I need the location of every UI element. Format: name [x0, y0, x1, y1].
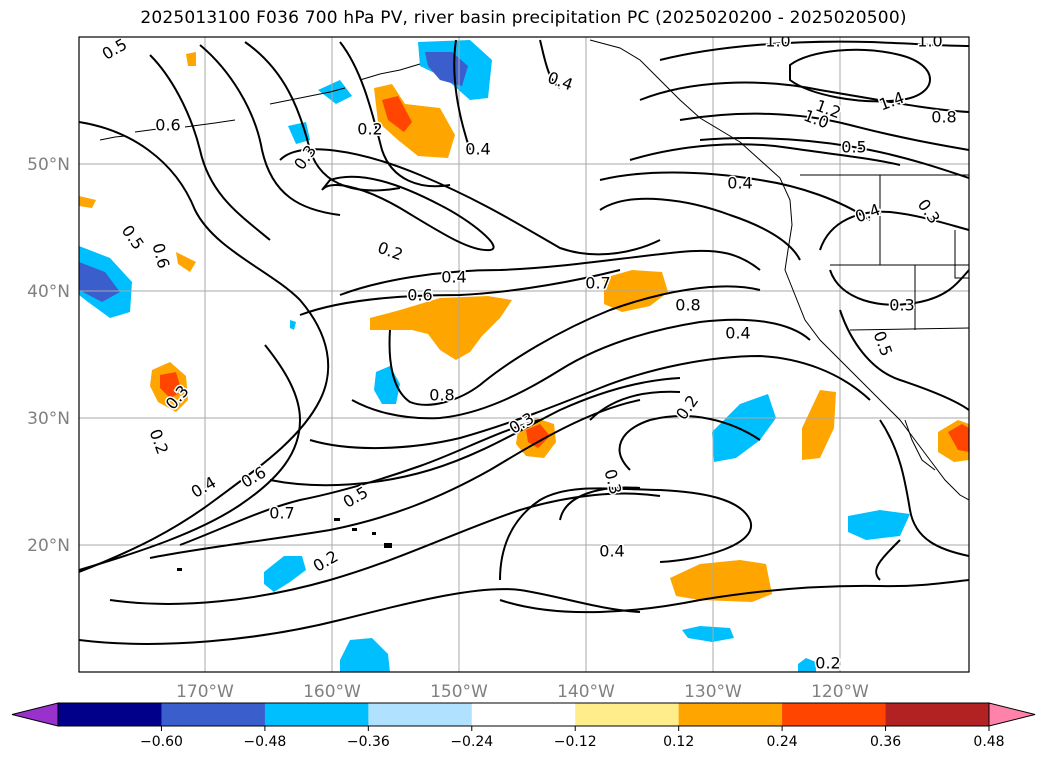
colorbar-tick-label: −0.60: [140, 734, 183, 750]
longitude-axis: 170°W 160°W 150°W 140°W 130°W 120°W: [176, 682, 869, 702]
lat-tick: 50°N: [27, 155, 70, 175]
contour-label: 0.2: [815, 654, 840, 673]
colorbar-swatch: [264, 703, 369, 726]
colorbar-swatch: [471, 703, 576, 726]
contour-label: 0.7: [585, 274, 610, 293]
colorbar-extend-max: [988, 702, 1036, 727]
colorbar-extend-min: [11, 702, 59, 727]
contour-label: 0.2: [357, 120, 382, 139]
contour-label: 1.0: [917, 32, 942, 51]
map-frame: [78, 36, 970, 673]
islands: [177, 518, 392, 571]
lon-tick: 170°W: [176, 682, 234, 702]
colorbar-swatch: [58, 703, 162, 726]
colorbar-swatch: [161, 703, 266, 726]
colorbar-swatch: [575, 703, 680, 726]
contour-label: 0.6: [155, 116, 180, 135]
contour-label: 0.6: [407, 286, 432, 305]
lat-tick: 40°N: [27, 282, 70, 302]
colorbar-tick-label: −0.36: [347, 734, 390, 750]
colorbar-tick-label: 0.36: [870, 734, 901, 750]
colorbar-tick-label: 0.48: [973, 734, 1004, 750]
colorbar-swatch: [678, 703, 783, 726]
lon-tick: 120°W: [811, 682, 869, 702]
precip-shading: [79, 40, 969, 672]
pv-contours: [79, 39, 969, 645]
coastlines: [99, 39, 969, 501]
lon-tick: 130°W: [684, 682, 742, 702]
colorbar-tick-label: −0.24: [450, 734, 493, 750]
colorbar-swatch: [782, 703, 887, 726]
contour-label: 0.4: [465, 140, 490, 159]
colorbar-tick-label: 0.12: [663, 734, 694, 750]
contour-label: 0.4: [441, 268, 466, 287]
contour-label: 0.8: [931, 108, 956, 127]
colorbar-tick-label: 0.24: [767, 734, 798, 750]
colorbar-swatch: [368, 703, 473, 726]
lon-tick: 160°W: [303, 682, 361, 702]
contour-label: 0.4: [725, 324, 750, 343]
lon-tick: 140°W: [557, 682, 615, 702]
colorbar-swatch: [885, 703, 990, 726]
contour-label: 0.7: [269, 504, 294, 523]
contour-label: 0.8: [675, 296, 700, 315]
colorbar-frame: [57, 702, 990, 727]
map-title: 2025013100 F036 700 hPa PV, river basin …: [140, 8, 907, 28]
contour-label: 0.4: [727, 174, 752, 193]
latitude-axis: 50°N 40°N 30°N 20°N: [27, 155, 70, 556]
lat-tick: 20°N: [27, 536, 70, 556]
contour-label: 0.5: [841, 138, 866, 157]
lon-tick: 150°W: [430, 682, 488, 702]
map-panel: 0.50.60.30.20.40.20.50.60.40.60.70.80.3 0…: [79, 32, 969, 673]
contour-label: 0.3: [889, 296, 914, 315]
contour-label: 1.0: [765, 32, 790, 51]
colorbar-tick-label: −0.12: [554, 734, 597, 750]
lat-tick: 30°N: [27, 409, 70, 429]
colorbar: [11, 702, 1036, 727]
graticule: [79, 37, 969, 672]
contour-label: 0.8: [429, 386, 454, 405]
contour-label: 0.4: [599, 542, 624, 561]
colorbar-tick-label: −0.48: [243, 734, 286, 750]
colorbar-tick-labels: −0.60 −0.48 −0.36 −0.24 −0.12 0.12 0.24 0.36 0.4…: [140, 726, 1005, 750]
